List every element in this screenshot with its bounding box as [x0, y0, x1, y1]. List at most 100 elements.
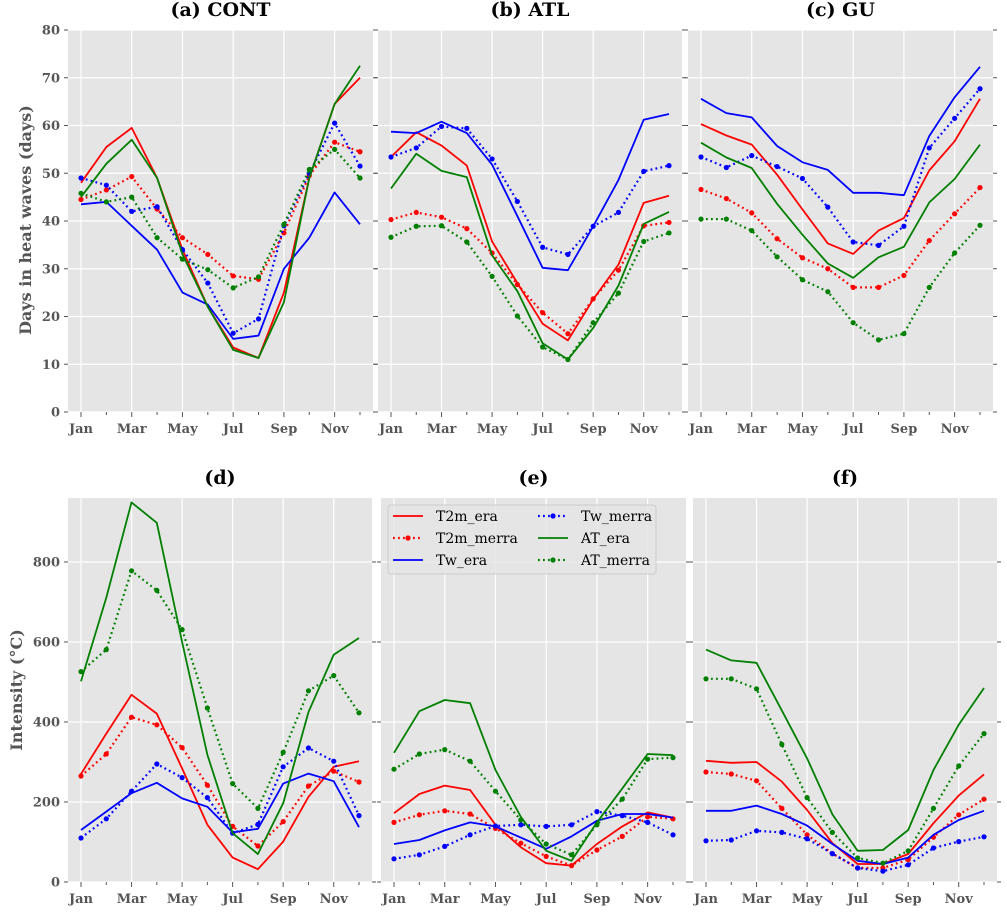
data-point: [205, 251, 211, 258]
data-point: [255, 821, 261, 828]
data-point: [799, 255, 806, 261]
data-point: [875, 337, 882, 343]
data-point: [875, 242, 882, 248]
data-point: [442, 843, 448, 850]
data-point: [590, 320, 596, 326]
data-point: [645, 814, 651, 820]
series-tw-era: [390, 113, 670, 272]
x-tick-label: May: [787, 422, 818, 437]
data-point: [255, 316, 262, 322]
data-point: [619, 833, 625, 840]
data-point: [357, 163, 363, 169]
data-point: [332, 139, 338, 145]
x-tick-label: Nov: [634, 892, 663, 907]
y-tick-label: 80: [42, 24, 60, 39]
data-point: [204, 705, 210, 711]
data-point: [880, 868, 886, 874]
x-tick-label: Jul: [222, 422, 244, 437]
data-point: [850, 239, 856, 245]
data-point: [464, 239, 470, 245]
x-tick-label: Nov: [630, 422, 659, 437]
data-point: [590, 223, 596, 229]
plot-area: [68, 498, 372, 882]
data-point: [305, 783, 312, 789]
series-tw-era: [700, 66, 981, 197]
panel-0: 0 10 20 30 40 50 60 70 80 Jan Mar May Jul Sep Nov (a) C…: [42, 0, 377, 437]
data-point: [356, 710, 362, 716]
data-point: [129, 194, 135, 200]
legend-label: AT_merra: [580, 553, 650, 569]
data-point: [331, 768, 337, 774]
data-point: [416, 812, 422, 818]
series-at-era: [80, 65, 361, 359]
data-point: [543, 823, 549, 830]
panel-2: Jan Mar May Jul Sep Nov (c) GU: [684, 0, 997, 437]
y-tick-label: 0: [51, 876, 60, 891]
x-tick-label: Jan: [381, 892, 407, 907]
series-t2m-era: [700, 98, 981, 255]
y-tick-label: 10: [42, 358, 60, 373]
data-point: [230, 781, 236, 787]
data-point: [280, 764, 286, 770]
series-tw-merra: [388, 123, 672, 258]
data-point: [568, 822, 575, 828]
data-point: [78, 835, 84, 841]
data-point: [331, 673, 337, 679]
data-point: [154, 235, 160, 241]
data-point: [619, 796, 625, 802]
data-point: [666, 219, 672, 226]
x-tick-label: Jan: [688, 422, 714, 437]
data-point: [128, 714, 135, 720]
panel-3: 0 200 400 600 800 Jan Mar May Jul Sep Nov (d): [33, 467, 376, 907]
legend-box: [387, 504, 657, 575]
series-line: [80, 569, 360, 810]
data-point: [977, 86, 983, 92]
data-point: [391, 856, 397, 862]
data-point: [492, 823, 499, 829]
y-tick-label: 50: [42, 167, 60, 182]
series-line: [393, 809, 674, 867]
y-tick-label: 0: [51, 406, 60, 421]
series-line: [700, 141, 981, 279]
data-point: [829, 829, 835, 836]
data-point: [255, 805, 261, 812]
legend-entry: T2m_merra: [393, 531, 518, 547]
series-t2m-era: [393, 784, 674, 867]
data-point: [804, 832, 810, 838]
data-point: [568, 863, 575, 869]
series-line: [393, 813, 674, 850]
x-tick-label: May: [792, 892, 823, 907]
data-point: [804, 795, 810, 801]
data-point: [129, 173, 135, 180]
legend-entry: AT_era: [538, 531, 630, 547]
data-point: [698, 216, 704, 222]
legend-label: T2m_merra: [436, 531, 518, 547]
x-tick-label: Mar: [742, 892, 772, 907]
data-point: [204, 782, 210, 788]
data-point: [356, 813, 362, 819]
series-at-merra: [391, 747, 676, 858]
data-point: [103, 199, 109, 205]
panel-title: (a) CONT: [170, 0, 270, 21]
data-point: [728, 676, 734, 682]
series-at-era: [390, 152, 670, 361]
data-point: [103, 816, 109, 822]
data-point: [703, 838, 709, 844]
data-point: [880, 860, 886, 866]
data-point: [543, 841, 549, 847]
series-at-merra: [388, 223, 672, 363]
legend-label: T2m_era: [436, 509, 498, 525]
series-t2m-merra: [698, 184, 983, 290]
data-point: [981, 796, 987, 802]
data-point: [438, 214, 445, 220]
series-t2m-merra: [391, 808, 676, 869]
data-point: [464, 226, 470, 232]
series-line: [393, 699, 674, 862]
data-point: [438, 223, 445, 229]
x-tick-label: Mar: [117, 892, 147, 907]
x-tick-label: Sep: [584, 892, 611, 907]
data-point: [850, 284, 856, 290]
data-point: [753, 778, 760, 784]
data-point: [78, 773, 84, 779]
